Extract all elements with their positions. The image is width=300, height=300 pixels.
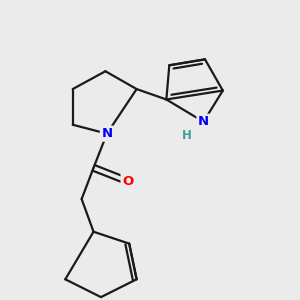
Text: O: O [122,175,133,188]
Text: N: N [101,127,112,140]
Text: N: N [198,115,209,128]
Text: H: H [182,129,192,142]
